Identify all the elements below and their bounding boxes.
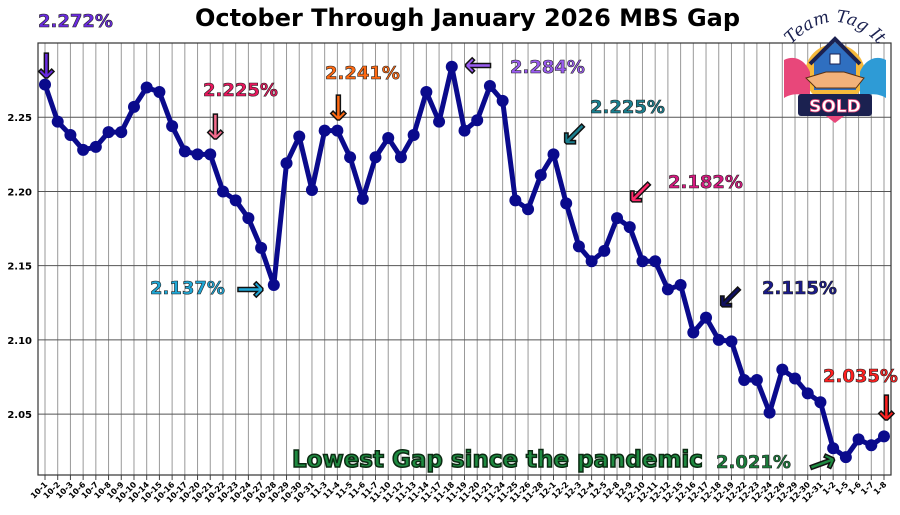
data-point xyxy=(776,363,789,376)
arrow-left-icon: ← xyxy=(463,45,493,85)
data-point xyxy=(166,120,179,133)
data-point xyxy=(458,124,471,137)
data-point xyxy=(280,157,293,170)
data-point xyxy=(127,100,140,113)
data-point xyxy=(483,80,496,93)
data-point xyxy=(801,387,814,400)
annotation-label: 2.115% xyxy=(762,278,838,300)
annotation-label: 2.284% xyxy=(510,57,586,79)
y-tick-label: 2.15 xyxy=(7,262,32,273)
annotation-label: 2.225% xyxy=(590,97,666,119)
data-point xyxy=(674,278,687,291)
data-point xyxy=(191,148,204,161)
data-point xyxy=(878,430,890,443)
data-point xyxy=(750,373,763,386)
data-point xyxy=(331,124,344,137)
y-tick-label: 2.25 xyxy=(7,113,32,124)
data-point xyxy=(560,197,573,210)
team-tag-it-logo: Team Tag It SOLD xyxy=(781,7,890,123)
data-point xyxy=(153,85,166,98)
data-point xyxy=(394,151,407,164)
data-point xyxy=(407,129,420,142)
data-point xyxy=(178,145,191,158)
y-tick-label: 2.05 xyxy=(7,410,32,421)
data-point xyxy=(305,183,318,196)
data-point xyxy=(115,126,128,139)
annotation-label: 2.137% xyxy=(150,278,226,300)
data-point xyxy=(738,373,751,386)
annotation-label: 2.225% xyxy=(203,80,279,102)
data-point xyxy=(64,129,77,142)
data-point xyxy=(229,194,242,207)
data-point xyxy=(725,335,738,348)
data-point xyxy=(77,143,90,156)
arrow-down-icon: ↓ xyxy=(323,89,353,129)
annotation-label: 2.272% xyxy=(38,11,114,33)
x-tick-label: 1-8 xyxy=(872,480,889,497)
logo-badge-text: SOLD xyxy=(809,97,861,117)
data-point xyxy=(865,439,878,452)
arrow-down-left-icon: ↙ xyxy=(559,115,589,155)
arrow-right-icon: → xyxy=(235,269,265,309)
data-point xyxy=(356,192,369,205)
data-point xyxy=(700,311,713,324)
data-point xyxy=(687,326,700,339)
data-point xyxy=(763,406,776,419)
arrow-down-left-icon: ↙ xyxy=(625,173,655,213)
data-point xyxy=(102,126,115,139)
data-point xyxy=(661,283,674,296)
data-point xyxy=(839,451,852,464)
data-point xyxy=(204,148,217,161)
y-tick-label: 2.20 xyxy=(7,187,32,198)
data-point xyxy=(814,396,827,409)
data-point xyxy=(585,255,598,268)
data-point xyxy=(534,169,547,182)
arrow-down-icon: ↓ xyxy=(31,47,61,87)
data-point xyxy=(496,94,509,107)
data-point xyxy=(636,255,649,268)
data-point xyxy=(318,124,331,137)
arrow-down-icon: ↓ xyxy=(200,108,230,148)
data-point xyxy=(433,115,446,128)
data-point xyxy=(712,333,725,346)
arrow-down-left-icon: ↙ xyxy=(715,278,745,318)
data-point xyxy=(789,372,802,385)
data-point xyxy=(89,140,102,153)
annotation-label: 2.241% xyxy=(325,63,401,85)
data-point xyxy=(471,114,484,127)
annotation-label: 2.182% xyxy=(668,172,744,194)
lowest-gap-callout: Lowest Gap since the pandemic xyxy=(291,446,703,474)
annotation-label: 2.035% xyxy=(823,366,899,388)
data-point xyxy=(420,85,433,98)
plot-frame xyxy=(37,42,892,476)
data-point xyxy=(572,240,585,253)
data-point xyxy=(509,194,522,207)
annotation-label: 2.021% xyxy=(716,452,792,474)
data-point xyxy=(598,244,611,257)
arrow-down-icon: ↓ xyxy=(871,389,900,429)
data-point xyxy=(344,151,357,164)
data-point xyxy=(216,185,229,198)
data-point xyxy=(39,78,51,91)
data-point xyxy=(623,221,636,234)
data-point xyxy=(522,203,535,216)
data-point xyxy=(649,255,662,268)
data-point xyxy=(267,278,280,291)
data-point xyxy=(852,433,865,446)
y-tick-label: 2.10 xyxy=(7,336,32,347)
logo-top-text: Team Tag It xyxy=(781,7,890,48)
chart-title: October Through January 2026 MBS Gap xyxy=(194,4,741,32)
data-point xyxy=(140,81,153,94)
data-point xyxy=(547,148,560,161)
data-point xyxy=(51,115,64,128)
data-point xyxy=(611,212,624,225)
data-point xyxy=(242,212,255,225)
data-point xyxy=(445,60,458,73)
data-point xyxy=(827,442,840,455)
data-point xyxy=(255,241,268,254)
data-point xyxy=(293,130,306,143)
data-point xyxy=(369,151,382,164)
data-point xyxy=(382,132,395,145)
